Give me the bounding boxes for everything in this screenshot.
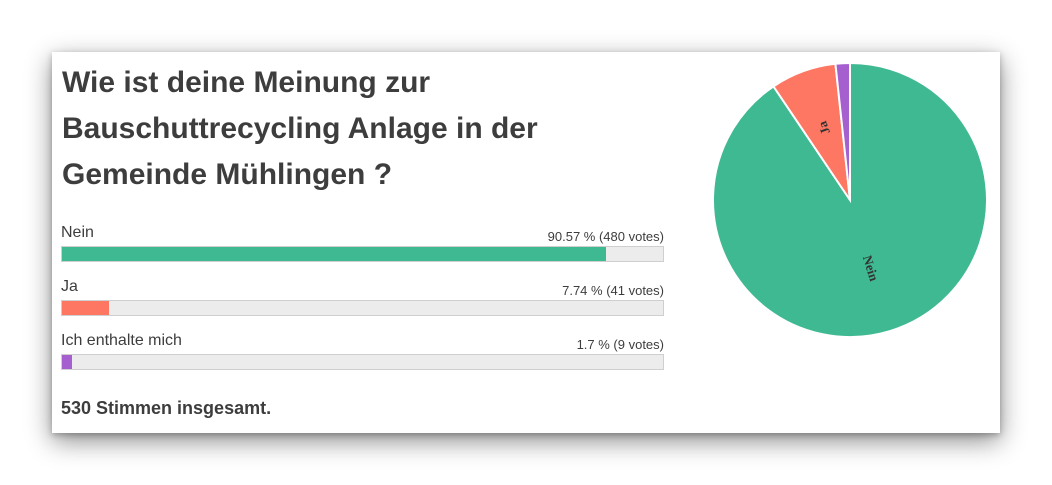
option-stats: 7.74 % (41 votes)	[562, 283, 664, 298]
pie-label-nein: Nein	[860, 254, 882, 284]
option-bar-fill	[62, 355, 73, 369]
option-bar-track	[61, 300, 664, 316]
pie-slice-ich-enthalte-mich	[834, 61, 851, 201]
option-bar-track	[61, 354, 664, 370]
option-label: Ja	[61, 278, 78, 295]
poll-card: Wie ist deine Meinung zur Bauschuttrecyc…	[52, 52, 1000, 433]
poll-title: Wie ist deine Meinung zur Bauschuttrecyc…	[62, 66, 538, 191]
option-stats: 1.7 % (9 votes)	[576, 337, 664, 352]
option-stats: 90.57 % (480 votes)	[547, 229, 664, 244]
option-bar-fill	[62, 301, 109, 315]
pie-chart-svg: Nein Ja	[712, 61, 988, 338]
pie-label-ja: Ja	[814, 119, 833, 137]
option-label: Nein	[61, 224, 94, 241]
option-bar-track	[61, 246, 664, 262]
total-votes: 530 Stimmen insgesamt.	[61, 398, 272, 418]
pie-chart: Nein Ja	[712, 61, 988, 338]
option-bar-fill	[62, 247, 607, 261]
option-label: Ich enthalte mich	[61, 332, 182, 349]
